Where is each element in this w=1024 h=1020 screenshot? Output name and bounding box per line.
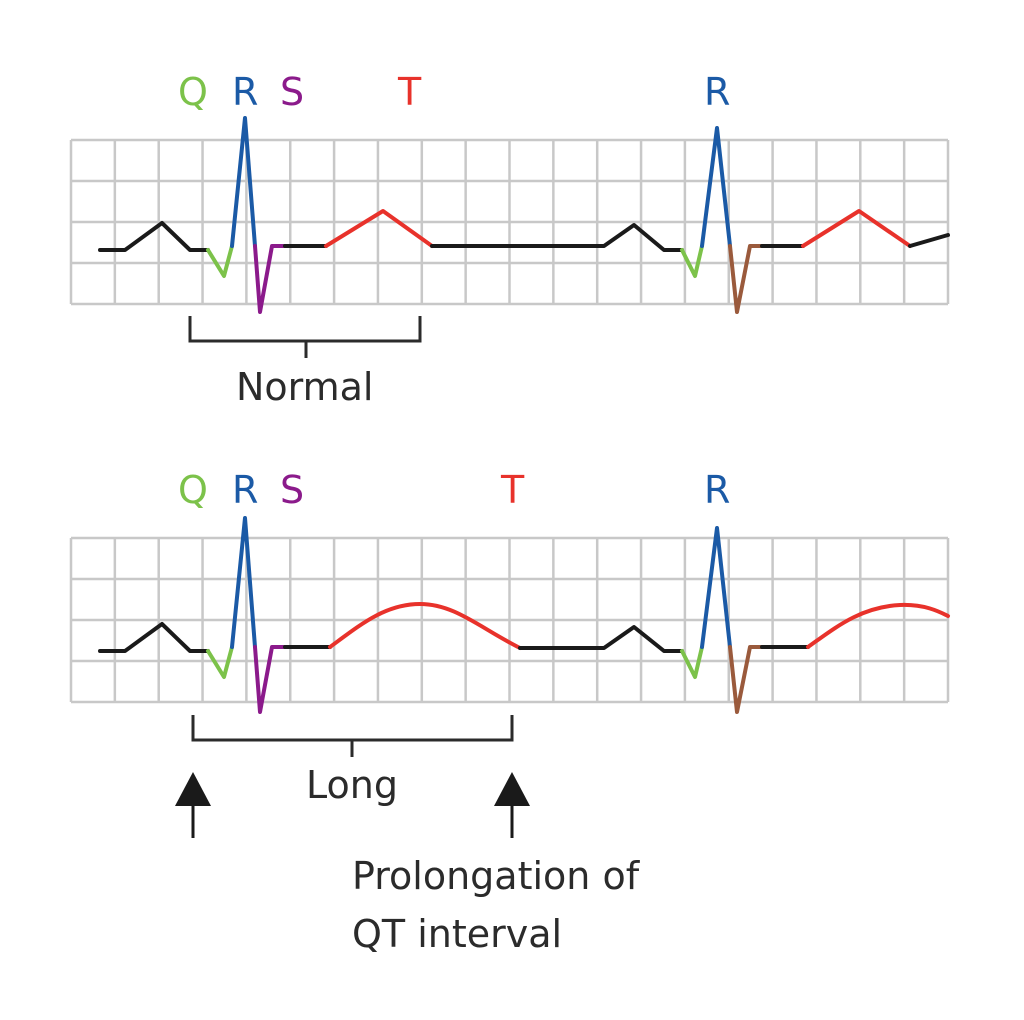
prolongation-note-line1: Prolongation of: [352, 854, 641, 898]
up-arrow-icon: [494, 772, 530, 838]
long-t-wave-2: [806, 602, 950, 649]
normal-q-label: Q: [178, 70, 208, 114]
long-s-label: S: [280, 468, 304, 512]
normal-r-label: R: [232, 70, 258, 114]
long-ecg-panel: Q R S T R Long Prolongation of QT: [69, 468, 950, 956]
long-s-wave-2: [728, 645, 764, 714]
normal-t-wave-2: [801, 209, 912, 248]
long-t-label: T: [500, 468, 525, 512]
prolongation-note-line2: QT interval: [352, 912, 562, 956]
long-r2-label: R: [704, 468, 730, 512]
normal-r2-label: R: [704, 70, 730, 114]
long-r-label: R: [232, 468, 258, 512]
normal-ecg-panel: Q R S T R Normal: [69, 70, 950, 409]
long-p-wave: [98, 622, 210, 653]
normal-tail: [908, 233, 950, 248]
normal-caption: Normal: [236, 365, 374, 409]
long-s-wave: [253, 645, 287, 714]
normal-t-label: T: [397, 70, 422, 114]
long-caption: Long: [306, 763, 398, 807]
normal-s-wave-2: [728, 244, 764, 314]
normal-grid: [69, 138, 950, 306]
normal-qt-bracket: [188, 316, 422, 358]
normal-s-label: S: [280, 70, 304, 114]
long-q-label: Q: [178, 468, 208, 512]
long-q-wave: [206, 645, 234, 679]
long-t-wave: [328, 602, 522, 650]
normal-t-wave: [324, 209, 434, 248]
normal-r-wave: [230, 116, 257, 248]
long-q-wave-2: [680, 645, 704, 679]
up-arrow-icon: [175, 772, 211, 838]
normal-tp-segment: [430, 223, 684, 252]
normal-q-wave: [206, 244, 234, 278]
long-grid: [69, 536, 950, 704]
long-r-wave-2: [700, 526, 732, 649]
long-r-wave: [230, 516, 257, 649]
normal-r-wave-2: [700, 126, 732, 248]
normal-p-wave: [98, 221, 210, 252]
long-tp-segment: [518, 625, 684, 653]
long-qt-bracket: [191, 715, 514, 757]
normal-q-wave-2: [680, 244, 704, 278]
normal-s-wave: [253, 244, 287, 314]
